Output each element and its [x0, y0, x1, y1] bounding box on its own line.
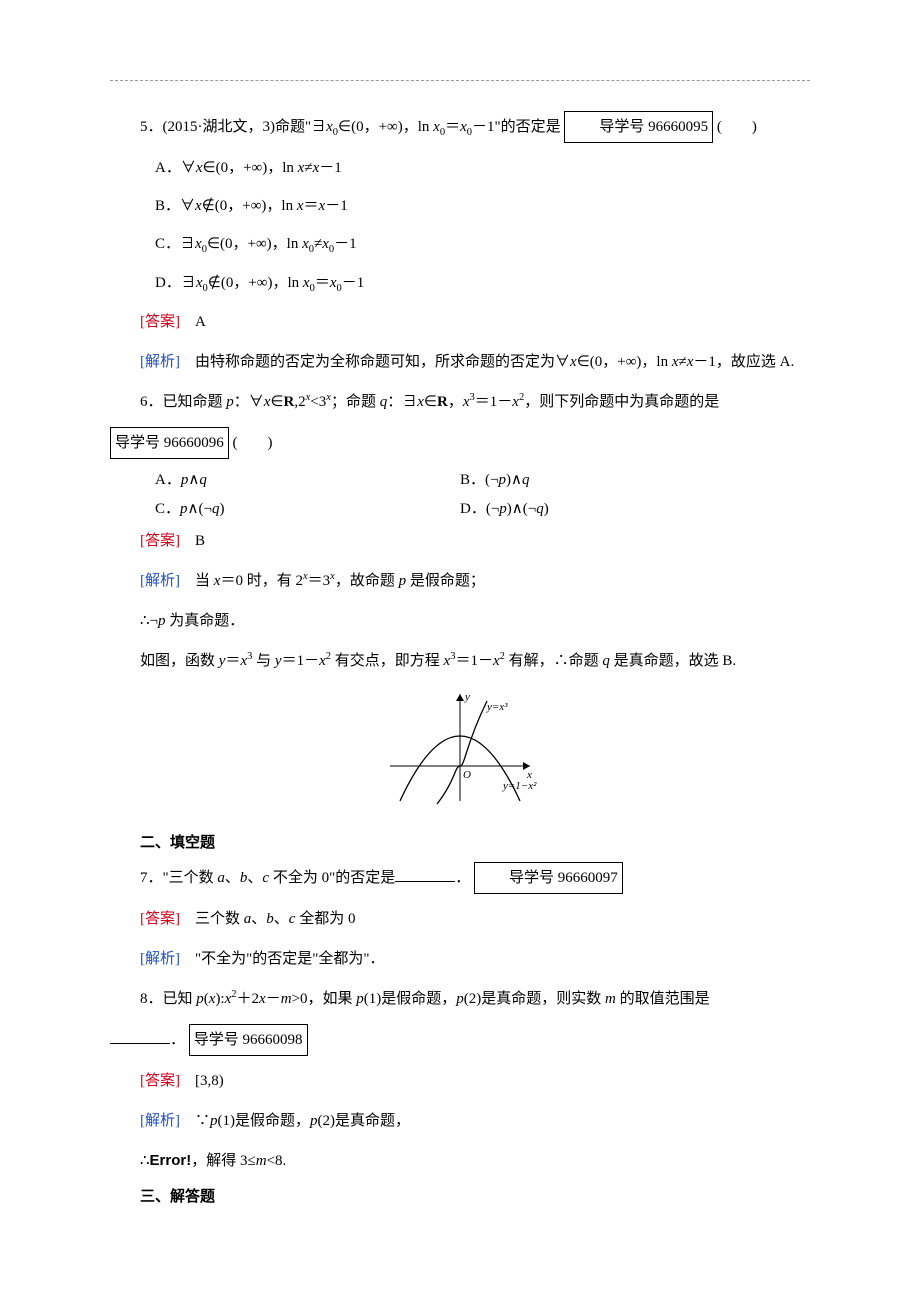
q7-study-number-box: 导学号 96660097	[474, 862, 623, 894]
section-3-heading: 三、解答题	[110, 1186, 810, 1209]
origin-label: O	[463, 769, 471, 781]
y-axis-label: y	[464, 691, 470, 703]
q8-blank	[110, 1028, 170, 1044]
q7-answer: [答案] 三个数 a、b、c 全都为 0	[110, 904, 810, 934]
q8-study-number-box: 导学号 96660098	[189, 1024, 308, 1056]
q6-answer: [答案] B	[110, 526, 810, 556]
q8-exp-line1: [解析] ∵p(1)是假命题，p(2)是真命题，	[110, 1106, 810, 1136]
curve2-label: y=1−x²	[502, 780, 537, 792]
section-2-heading: 二、填空题	[110, 832, 810, 855]
q5-paren: ( )	[717, 119, 757, 135]
answer-label: [答案]	[140, 911, 180, 927]
explanation-label: [解析]	[140, 1113, 180, 1129]
error-text: Error!	[150, 1152, 192, 1169]
q6-exp-line1: [解析] 当 x＝0 时，有 2x＝3x，故命题 p 是假命题；	[110, 566, 810, 596]
q5-explanation: [解析] 由特称命题的否定为全称命题可知，所求命题的否定为∀x∈(0，+∞)，l…	[110, 347, 810, 377]
q6-study-number-box: 导学号 96660096	[110, 427, 229, 459]
q6-option-d: D．(¬p)∧(¬q)	[460, 498, 810, 521]
q5-option-a: A．∀x∈(0，+∞)，ln x≠x－1	[110, 153, 810, 183]
q8-stem: 8．已知 p(x):x2＋2x－m>0，如果 p(1)是假命题，p(2)是真命题…	[110, 984, 810, 1014]
q5-stem-text: 5．(2015·湖北文，3)命题"∃x0∈(0，+∞)，ln x0＝x0－1"的…	[140, 119, 561, 135]
q7-explanation: [解析] "不全为"的否定是"全都为"．	[110, 944, 810, 974]
answer-label: [答案]	[140, 1073, 180, 1089]
q5-option-b: B．∀x∉(0，+∞)，ln x＝x－1	[110, 191, 810, 221]
q6-exp-line3: 如图，函数 y＝x3 与 y＝1－x2 有交点，即方程 x3＝1－x2 有解，∴…	[110, 646, 810, 676]
q5-stem: 5．(2015·湖北文，3)命题"∃x0∈(0，+∞)，ln x0＝x0－1"的…	[110, 111, 810, 143]
page: 5．(2015·湖北文，3)命题"∃x0∈(0，+∞)，ln x0＝x0－1"的…	[0, 0, 920, 1302]
q6-option-a: A．p∧q	[110, 469, 460, 492]
q8-blank-line: ． 导学号 96660098	[110, 1024, 810, 1056]
q5-option-d: D．∃x0∉(0，+∞)，ln x0＝x0－1	[110, 268, 810, 299]
q8-answer-value: [3,8)	[195, 1073, 224, 1089]
q6-answer-value: B	[195, 533, 205, 549]
q6-options-row2: C．p∧(¬q) D．(¬p)∧(¬q)	[110, 498, 810, 521]
q5-option-c: C．∃x0∈(0，+∞)，ln x0≠x0－1	[110, 229, 810, 260]
q6-option-b: B．(¬p)∧q	[460, 469, 810, 492]
curve1-label: y=x³	[486, 701, 508, 713]
explanation-label: [解析]	[140, 573, 180, 589]
q6-box-line: 导学号 96660096 ( )	[110, 427, 810, 459]
q8-answer: [答案] [3,8)	[110, 1066, 810, 1096]
q7-blank	[395, 866, 455, 882]
top-dashed-divider	[110, 80, 810, 81]
q7-exp-text: "不全为"的否定是"全都为"．	[195, 951, 385, 967]
answer-label: [答案]	[140, 533, 180, 549]
graph-svg: y x O y=x³ y=1−x²	[375, 686, 545, 806]
q7-stem: 7．"三个数 a、b、c 不全为 0"的否定是． 导学号 96660097	[110, 862, 810, 894]
q5-answer-value: A	[195, 314, 206, 330]
q5-study-number-box: 导学号 96660095	[564, 111, 713, 143]
q6-exp-line2: ∴¬p 为真命题．	[110, 606, 810, 636]
q6-option-c: C．p∧(¬q)	[110, 498, 460, 521]
q6-stem: 6．已知命题 p：∀x∈R,2x<3x；命题 q：∃x∈R，x3＝1－x2，则下…	[110, 387, 810, 417]
q6-options-row1: A．p∧q B．(¬p)∧q	[110, 469, 810, 492]
q8-exp-line2: ∴Error!，解得 3≤m<8.	[110, 1146, 810, 1176]
answer-label: [答案]	[140, 314, 180, 330]
explanation-label: [解析]	[140, 951, 180, 967]
q6-figure: y x O y=x³ y=1−x²	[110, 686, 810, 814]
q5-answer: [答案] A	[110, 307, 810, 337]
explanation-label: [解析]	[140, 354, 180, 370]
q6-paren: ( )	[233, 435, 273, 451]
